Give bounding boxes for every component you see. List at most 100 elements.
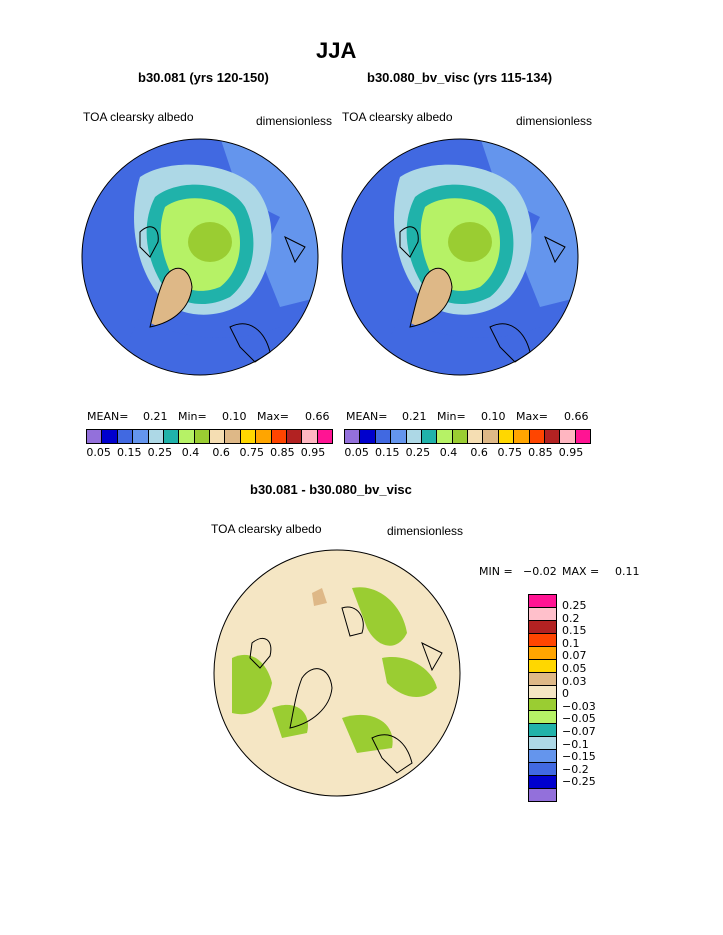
right-min-value: 0.10 xyxy=(481,410,506,423)
colorbar-swatch xyxy=(148,430,164,443)
colorbar-tick-label: 0.25 xyxy=(562,599,587,612)
colorbar-swatch xyxy=(529,685,556,699)
colorbar-swatch xyxy=(286,430,303,443)
colorbar-swatch xyxy=(406,430,422,443)
colorbar-swatch xyxy=(452,430,468,443)
colorbar-swatch xyxy=(271,430,287,443)
colorbar-swatch xyxy=(529,698,556,712)
colorbar-swatch xyxy=(240,430,257,443)
left-case-title: b30.081 (yrs 120-150) xyxy=(138,70,269,85)
colorbar-swatch xyxy=(87,430,103,443)
right-case-title: b30.080_bv_visc (yrs 115-134) xyxy=(367,70,553,85)
diff-polar-map xyxy=(213,549,461,797)
colorbar-swatch xyxy=(529,789,556,801)
colorbar-tick-label: 0.25 xyxy=(147,446,173,459)
colorbar-tick-label: 0.4 xyxy=(439,446,458,459)
colorbar-tick-label: 0.1 xyxy=(562,636,580,650)
colorbar-swatch xyxy=(529,711,556,725)
colorbar-tick-label: −0.2 xyxy=(562,762,589,776)
colorbar-swatch xyxy=(102,430,118,443)
colorbar-tick-label: −0.05 xyxy=(562,712,596,726)
colorbar-tick-label: 0.15 xyxy=(117,446,142,459)
colorbar-tick-label: 0.4 xyxy=(181,446,200,459)
diff-max-value: 0.11 xyxy=(615,565,640,578)
colorbar-swatch xyxy=(194,430,210,443)
colorbar-tick-label: −0.03 xyxy=(562,699,596,713)
diff-min-value: −0.02 xyxy=(523,565,557,578)
colorbar-tick-label: 0.75 xyxy=(239,446,265,459)
colorbar-swatch xyxy=(117,430,134,443)
colorbar-tick-label: 0.15 xyxy=(562,624,587,638)
diff-variable-label: TOA clearsky albedo xyxy=(211,522,322,536)
colorbar-tick-label: 0.6 xyxy=(212,446,230,459)
colorbar-swatch xyxy=(225,430,241,443)
colorbar-swatch xyxy=(437,430,453,443)
colorbar-swatch xyxy=(498,430,515,443)
left-units-label: dimensionless xyxy=(256,114,333,128)
left-min-label: Min= xyxy=(178,410,207,423)
diff-min-label: MIN = xyxy=(479,565,513,578)
left-min-value: 0.10 xyxy=(222,410,247,423)
page-title: JJA xyxy=(316,38,357,63)
colorbar-tick-label: 0.2 xyxy=(562,611,580,625)
diff-max-label: MAX = xyxy=(562,565,600,578)
colorbar-tick-label: −0.15 xyxy=(562,750,596,764)
colorbar-swatch xyxy=(514,430,530,443)
colorbar-swatch xyxy=(575,430,590,443)
colorbar-swatch xyxy=(529,750,556,764)
colorbar-swatch xyxy=(529,620,556,634)
diff-case-title: b30.081 - b30.080_bv_visc xyxy=(250,482,412,497)
colorbar-swatch xyxy=(529,724,556,738)
left-mean-value: 0.21 xyxy=(143,410,168,423)
colorbar-tick-label: −0.25 xyxy=(562,775,596,789)
colorbar-swatch xyxy=(529,672,556,686)
colorbar-swatch xyxy=(375,430,392,443)
colorbar-tick-label: 0.05 xyxy=(562,661,587,675)
colorbar-swatch xyxy=(529,763,556,777)
colorbar-swatch xyxy=(391,430,407,443)
left-mean-label: MEAN= xyxy=(87,410,129,423)
colorbar-swatch xyxy=(529,607,556,621)
colorbar-swatch xyxy=(133,430,149,443)
colorbar-swatch xyxy=(529,776,556,790)
colorbar-tick-label: 0.85 xyxy=(528,446,553,459)
right-max-value: 0.66 xyxy=(564,410,589,423)
left-max-label: Max= xyxy=(257,410,289,423)
left-colorbar xyxy=(86,429,333,444)
colorbar-swatch xyxy=(421,430,438,443)
colorbar-swatch xyxy=(529,633,556,647)
colorbar-tick-label: 0.25 xyxy=(405,446,431,459)
colorbar-swatch xyxy=(179,430,195,443)
colorbar-swatch xyxy=(529,737,556,751)
colorbar-tick-label: 0.05 xyxy=(344,446,369,459)
colorbar-swatch xyxy=(302,430,318,443)
right-units-label: dimensionless xyxy=(516,114,593,128)
colorbar-tick-label: 0.07 xyxy=(562,649,587,663)
colorbar-swatch xyxy=(210,430,226,443)
right-colorbar xyxy=(344,429,591,444)
left-polar-map xyxy=(81,138,319,376)
colorbar-swatch xyxy=(529,595,556,608)
colorbar-swatch xyxy=(360,430,376,443)
diff-units-label: dimensionless xyxy=(387,524,464,538)
colorbar-tick-label: −0.1 xyxy=(562,737,589,751)
colorbar-swatch xyxy=(529,430,545,443)
colorbar-swatch xyxy=(483,430,499,443)
left-variable-label: TOA clearsky albedo xyxy=(83,110,194,124)
colorbar-tick-label: −0.07 xyxy=(562,724,596,738)
right-mean-label: MEAN= xyxy=(346,410,388,423)
colorbar-tick-label: 0.85 xyxy=(270,446,295,459)
colorbar-swatch xyxy=(256,430,272,443)
right-polar-map xyxy=(341,138,579,376)
colorbar-tick-label: 0.6 xyxy=(470,446,488,459)
left-max-value: 0.66 xyxy=(305,410,330,423)
colorbar-swatch xyxy=(544,430,561,443)
colorbar-swatch xyxy=(529,646,556,660)
colorbar-tick-label: 0.05 xyxy=(86,446,111,459)
right-max-label: Max= xyxy=(516,410,548,423)
colorbar-swatch xyxy=(560,430,576,443)
right-mean-value: 0.21 xyxy=(402,410,427,423)
right-min-label: Min= xyxy=(437,410,466,423)
colorbar-tick-label: 0.95 xyxy=(558,446,584,459)
colorbar-tick-label: 0.95 xyxy=(300,446,326,459)
